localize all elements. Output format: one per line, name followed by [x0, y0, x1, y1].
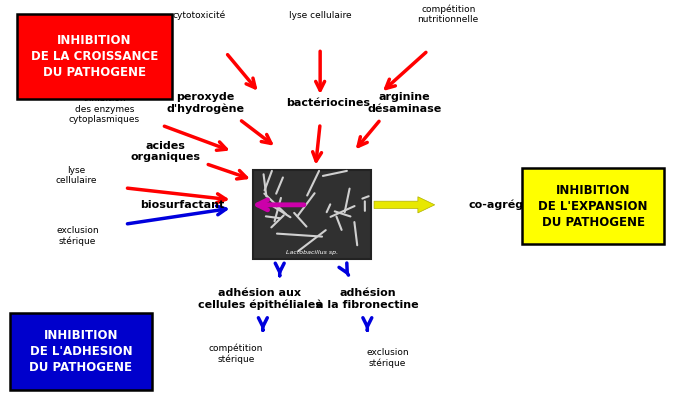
Text: acides
organiques: acides organiques [130, 141, 200, 162]
Text: cytotoxicité: cytotoxicité [172, 11, 226, 20]
Bar [253, 170, 371, 259]
Text: arginine
désaminase: arginine désaminase [367, 92, 441, 114]
FancyBboxPatch shape [17, 14, 172, 99]
Text: lyse cellulaire: lyse cellulaire [289, 11, 351, 20]
Text: peroxyde
d'hydrogène: peroxyde d'hydrogène [166, 92, 245, 114]
Text: adhésion aux
cellules épithéliales: adhésion aux cellules épithéliales [197, 288, 321, 310]
FancyBboxPatch shape [522, 168, 664, 244]
Text: adhésion
à la fibronectine: adhésion à la fibronectine [316, 288, 419, 310]
Text: Lactobacillus sp.: Lactobacillus sp. [286, 250, 338, 255]
Text: co-agrégation: co-agrégation [468, 200, 555, 210]
FancyBboxPatch shape [10, 313, 152, 390]
Text: compétition
stérique: compétition stérique [209, 343, 263, 364]
Text: INHIBITION
DE L'EXPANSION
DU PATHOGENE: INHIBITION DE L'EXPANSION DU PATHOGENE [539, 183, 648, 229]
Text: biosurfactant: biosurfactant [140, 200, 224, 210]
Text: INHIBITION
DE L'ADHESION
DU PATHOGENE: INHIBITION DE L'ADHESION DU PATHOGENE [30, 329, 132, 374]
Text: INHIBITION
DE LA CROISSANCE
DU PATHOGENE: INHIBITION DE LA CROISSANCE DU PATHOGENE [31, 34, 158, 79]
Text: bactériocines: bactériocines [286, 98, 370, 108]
FancyArrow shape [374, 197, 435, 213]
Text: compétition
nutritionnelle: compétition nutritionnelle [418, 4, 479, 24]
Text: inhibition
des enzymes
cytoplasmiques: inhibition des enzymes cytoplasmiques [69, 94, 140, 124]
Text: lyse
cellulaire: lyse cellulaire [55, 166, 97, 185]
Text: exclusion
stérique: exclusion stérique [366, 347, 409, 368]
Text: exclusion
stérique: exclusion stérique [56, 226, 99, 246]
